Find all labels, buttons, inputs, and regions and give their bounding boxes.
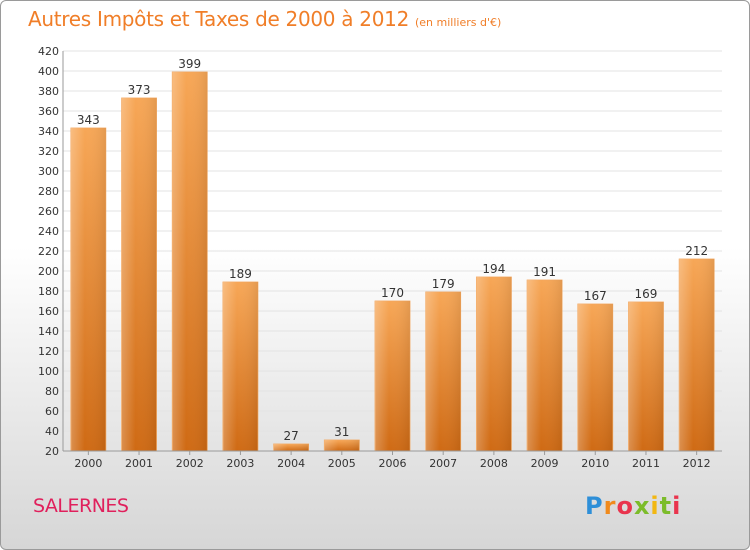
x-tick-label: 2001: [125, 457, 153, 470]
bar-shade-2007: [425, 292, 461, 451]
x-tick-label: 2009: [531, 457, 559, 470]
bar-shade-2002: [172, 72, 208, 451]
city-name: SALERNES: [33, 495, 129, 517]
y-tick-label: 300: [38, 165, 59, 178]
x-tick-label: 2004: [277, 457, 305, 470]
x-tick-label: 2011: [632, 457, 660, 470]
bar-value-label: 212: [685, 244, 708, 258]
y-tick-label: 80: [45, 385, 59, 398]
x-tick-label: 2006: [379, 457, 407, 470]
bar-shade-2009: [527, 280, 563, 451]
bar-value-label: 31: [334, 425, 349, 439]
bar-value-label: 179: [432, 277, 455, 291]
y-tick-label: 140: [38, 325, 59, 338]
y-tick-label: 160: [38, 305, 59, 318]
bar-layer: [70, 71, 715, 452]
bar-value-label: 189: [229, 267, 252, 281]
bar-shade-2004: [273, 444, 309, 451]
y-tick-label: 320: [38, 145, 59, 158]
y-tick-label: 180: [38, 285, 59, 298]
y-tick-label: 120: [38, 345, 59, 358]
chart-title: Autres Impôts et Taxes de 2000 à 2012 (en…: [28, 7, 501, 31]
y-tick-label: 260: [38, 205, 59, 218]
y-tick-label: 60: [45, 405, 59, 418]
y-tick-label: 280: [38, 185, 59, 198]
bar-shade-2010: [577, 304, 613, 451]
bar-shade-2012: [679, 259, 715, 451]
x-tick-label: 2007: [429, 457, 457, 470]
bar-value-label: 191: [533, 265, 556, 279]
bar-shade-2008: [476, 277, 512, 451]
y-tick-label: 240: [38, 225, 59, 238]
bar-shade-2006: [375, 301, 410, 451]
bar-value-label: 169: [635, 287, 658, 301]
x-tick-label: 2002: [176, 457, 204, 470]
bar-shade-2001: [121, 98, 157, 451]
y-tick-label: 360: [38, 105, 59, 118]
y-tick-label: 400: [38, 65, 59, 78]
x-tick-label: 2008: [480, 457, 508, 470]
y-tick-label: 340: [38, 125, 59, 138]
bar-value-label: 170: [381, 286, 404, 300]
bar-value-label: 167: [584, 289, 607, 303]
y-tick-label: 420: [38, 45, 59, 58]
bar-shade-2011: [628, 302, 664, 451]
chart-unit: (en milliers d'€): [415, 16, 502, 29]
y-tick-label: 220: [38, 245, 59, 258]
bar-value-label: 399: [178, 57, 201, 71]
bar-shade-2003: [222, 282, 258, 451]
bar-shade-2000: [70, 128, 106, 451]
bar-value-label: 343: [77, 113, 100, 127]
proxiti-logo[interactable]: Proxiti: [585, 492, 682, 520]
x-tick-label: 2012: [683, 457, 711, 470]
axis-layer: 20 40 60 80 100 120 140 160 180 200 220 240 260 280 30…: [38, 45, 722, 470]
x-tick-label: 2005: [328, 457, 356, 470]
bar-value-label: 194: [482, 262, 505, 276]
x-tick-label: 2010: [581, 457, 609, 470]
y-tick-label: 100: [38, 365, 59, 378]
y-tick-label: 20: [45, 445, 59, 458]
bar-value-label: 373: [128, 83, 151, 97]
chart-title-text: Autres Impôts et Taxes de 2000 à 2012: [28, 7, 409, 31]
y-tick-label: 200: [38, 265, 59, 278]
bar-shade-2005: [324, 440, 360, 451]
y-tick-label: 40: [45, 425, 59, 438]
x-tick-label: 2003: [226, 457, 254, 470]
x-tick-label: 2000: [74, 457, 102, 470]
y-tick-label: 380: [38, 85, 59, 98]
bar-value-label: 27: [283, 429, 298, 443]
